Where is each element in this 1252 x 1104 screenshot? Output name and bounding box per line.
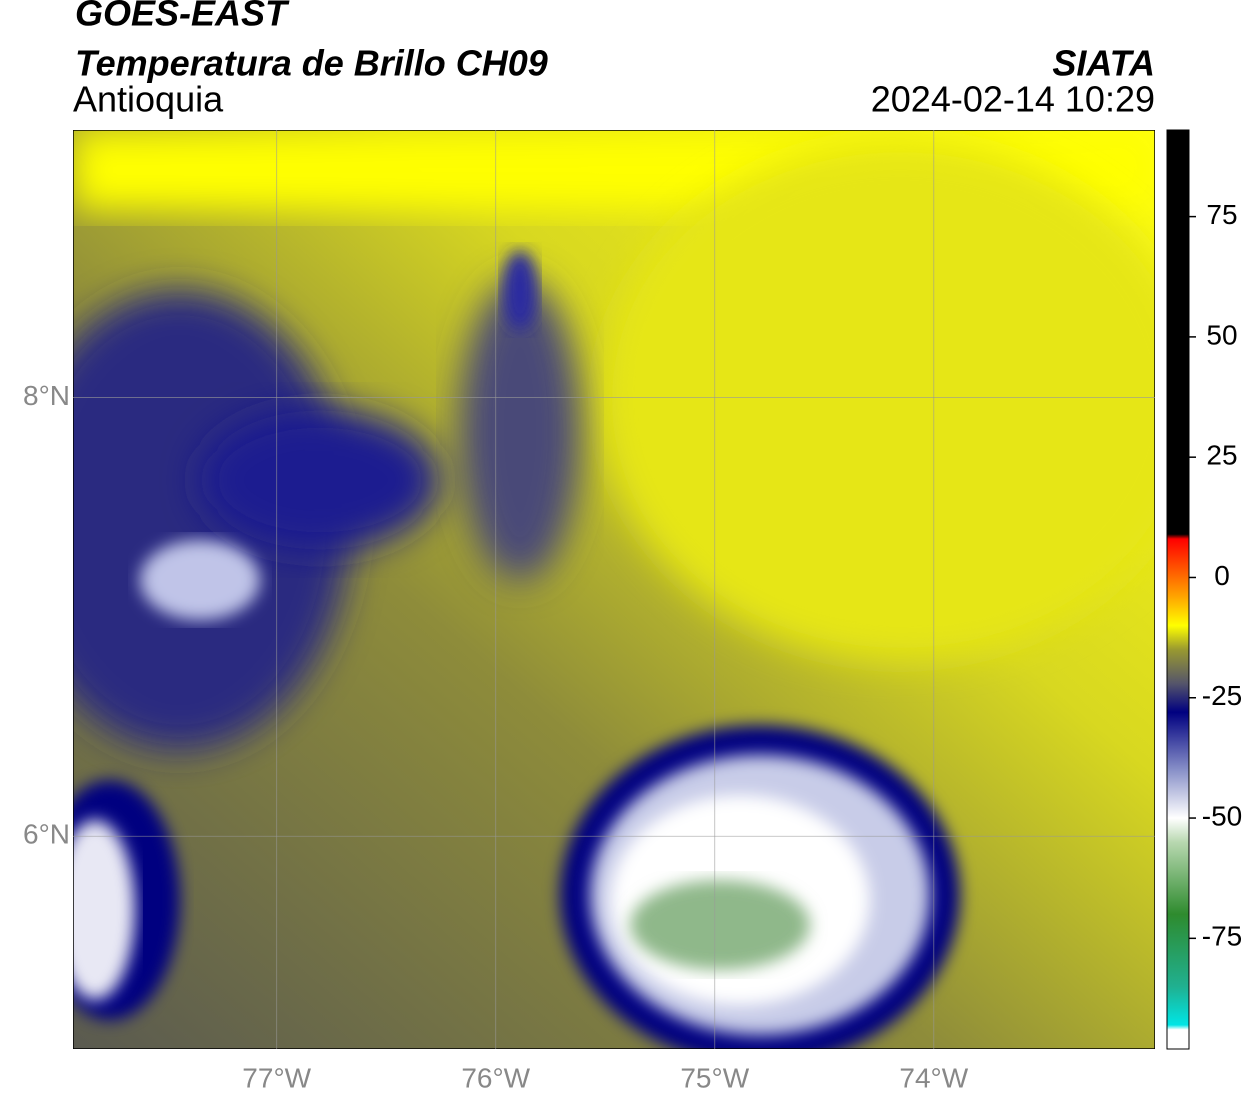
title: GOES-EAST xyxy=(75,0,290,34)
lon-tick-label: 75°W xyxy=(680,1062,749,1093)
lon-tick-label: 77°W xyxy=(242,1062,311,1093)
lon-tick-label: 74°W xyxy=(899,1062,968,1093)
colorbar-tick-label: 75 xyxy=(1206,199,1237,230)
subtitle: Temperatura de Brillo CH09 xyxy=(75,43,548,84)
lon-tick-label: 76°W xyxy=(461,1062,530,1093)
colorbar-tick-label: 0 xyxy=(1214,560,1230,591)
colorbar-tick-label: 50 xyxy=(1206,319,1237,350)
source: SIATA xyxy=(1052,43,1155,84)
colorbar xyxy=(1166,129,1190,1050)
colorbar-tick-label: -75 xyxy=(1202,921,1242,952)
colorbar-tick-label: -25 xyxy=(1202,680,1242,711)
region: Antioquia xyxy=(73,79,224,120)
timestamp: 2024-02-14 10:29 xyxy=(871,79,1155,120)
lat-tick-label: 6°N xyxy=(23,819,70,850)
colorbar-tick-label: -50 xyxy=(1202,800,1242,831)
colorbar-tick-label: 25 xyxy=(1206,440,1237,471)
lat-tick-label: 8°N xyxy=(23,380,70,411)
satellite-image xyxy=(73,130,1155,1049)
